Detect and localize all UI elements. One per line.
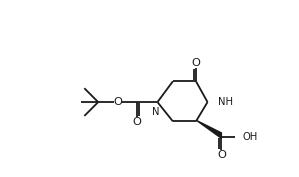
- Text: N: N: [152, 107, 160, 118]
- Text: O: O: [192, 58, 200, 68]
- Polygon shape: [197, 121, 221, 138]
- Text: NH: NH: [218, 97, 233, 107]
- Text: O: O: [217, 150, 226, 160]
- Text: O: O: [113, 97, 122, 107]
- Text: O: O: [132, 117, 141, 127]
- Text: OH: OH: [243, 132, 258, 142]
